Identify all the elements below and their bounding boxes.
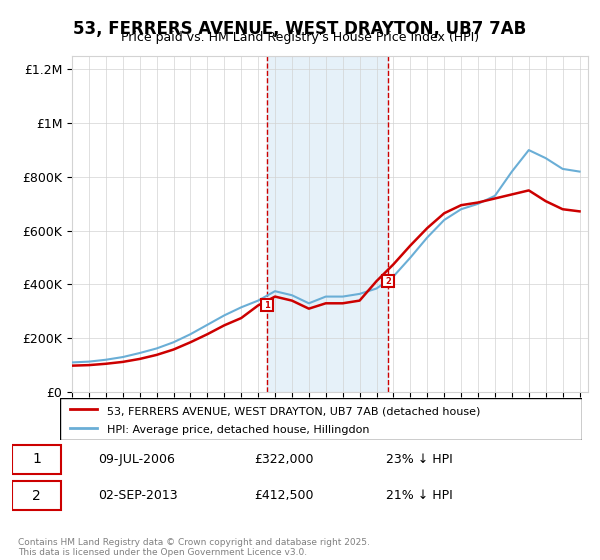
Text: 1: 1 xyxy=(264,301,270,310)
Text: Contains HM Land Registry data © Crown copyright and database right 2025.
This d: Contains HM Land Registry data © Crown c… xyxy=(18,538,370,557)
Text: £412,500: £412,500 xyxy=(254,489,313,502)
Text: 02-SEP-2013: 02-SEP-2013 xyxy=(98,489,178,502)
FancyBboxPatch shape xyxy=(12,481,61,510)
Text: 21% ↓ HPI: 21% ↓ HPI xyxy=(386,489,453,502)
Text: 2: 2 xyxy=(385,277,391,286)
Text: HPI: Average price, detached house, Hillingdon: HPI: Average price, detached house, Hill… xyxy=(107,424,370,435)
Text: 1: 1 xyxy=(32,452,41,466)
Text: 09-JUL-2006: 09-JUL-2006 xyxy=(98,452,175,466)
FancyBboxPatch shape xyxy=(12,445,61,474)
Text: 2: 2 xyxy=(32,488,41,502)
FancyBboxPatch shape xyxy=(60,398,582,440)
Text: Price paid vs. HM Land Registry's House Price Index (HPI): Price paid vs. HM Land Registry's House … xyxy=(121,31,479,44)
Bar xyxy=(267,56,388,392)
Text: 53, FERRERS AVENUE, WEST DRAYTON, UB7 7AB: 53, FERRERS AVENUE, WEST DRAYTON, UB7 7A… xyxy=(73,20,527,38)
Text: 23% ↓ HPI: 23% ↓ HPI xyxy=(386,452,453,466)
Text: £322,000: £322,000 xyxy=(254,452,313,466)
Text: 53, FERRERS AVENUE, WEST DRAYTON, UB7 7AB (detached house): 53, FERRERS AVENUE, WEST DRAYTON, UB7 7A… xyxy=(107,406,481,416)
